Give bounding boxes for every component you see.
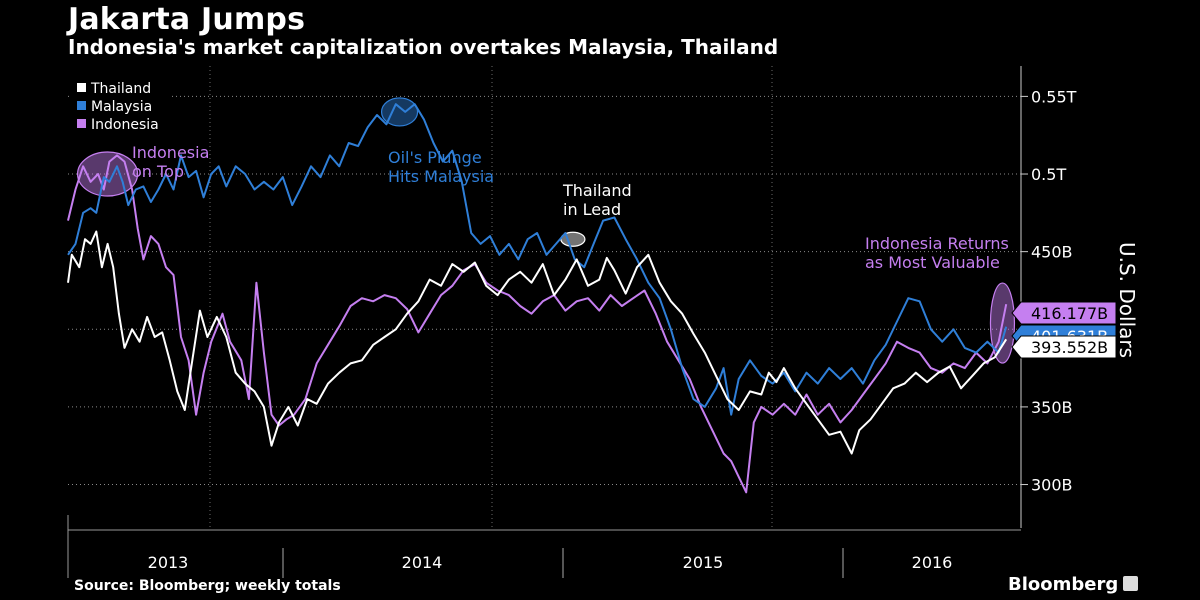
- chart-subtitle: Indonesia's market capitalization overta…: [68, 35, 779, 59]
- chart-title: Jakarta Jumps: [68, 2, 306, 37]
- series-line-thailand: [67, 230, 1008, 455]
- annotation-text: on Top: [132, 162, 184, 181]
- legend-label-thailand: Thailand: [90, 81, 151, 97]
- annotation-text: Indonesia Returns: [865, 234, 1009, 253]
- legend-swatch-indonesia: [77, 119, 86, 128]
- last-value-tag-thailand: [1011, 335, 1117, 359]
- y-axis-title: U.S. Dollars: [1115, 242, 1139, 358]
- series-line-malaysia: [67, 103, 1008, 416]
- annotation-text: in Lead: [563, 200, 621, 219]
- y-tick-label: 0.5T: [1031, 165, 1066, 184]
- last-value-label-thailand: 393.552B: [1031, 338, 1108, 357]
- y-tick-label: 300B: [1031, 476, 1073, 495]
- bloomberg-logo: Bloomberg: [1008, 574, 1139, 595]
- y-tick-label: 450B: [1031, 243, 1073, 262]
- x-tick-label: 2016: [912, 553, 953, 572]
- y-tick-label: 0.55T: [1031, 87, 1077, 106]
- annotation-text: Oil's Plunge: [388, 148, 482, 167]
- annotation-text: Indonesia: [132, 143, 209, 162]
- y-tick-label: 350B: [1031, 398, 1073, 417]
- legend-swatch-malaysia: [77, 101, 86, 110]
- x-tick-label: 2014: [402, 553, 443, 572]
- legend-label-indonesia: Indonesia: [91, 117, 159, 133]
- series-line-indonesia: [67, 154, 1008, 494]
- x-tick-label: 2015: [683, 553, 724, 572]
- source-note: Source: Bloomberg; weekly totals: [74, 578, 341, 594]
- annotation-text: as Most Valuable: [865, 253, 1000, 272]
- last-value-tag-indonesia: [1011, 301, 1117, 325]
- legend-label-malaysia: Malaysia: [91, 99, 152, 115]
- brand-name: Bloomberg: [1008, 574, 1119, 595]
- last-value-label-indonesia: 416.177B: [1031, 304, 1108, 323]
- legend-swatch-thailand: [77, 83, 86, 92]
- x-tick-label: 2013: [148, 553, 189, 572]
- highlight-ellipse: [380, 97, 419, 127]
- bloomberg-mark-icon: [1123, 576, 1139, 591]
- legend-box: [70, 76, 170, 134]
- annotation-text: Thailand: [562, 181, 632, 200]
- annotation-text: Hits Malaysia: [388, 167, 494, 186]
